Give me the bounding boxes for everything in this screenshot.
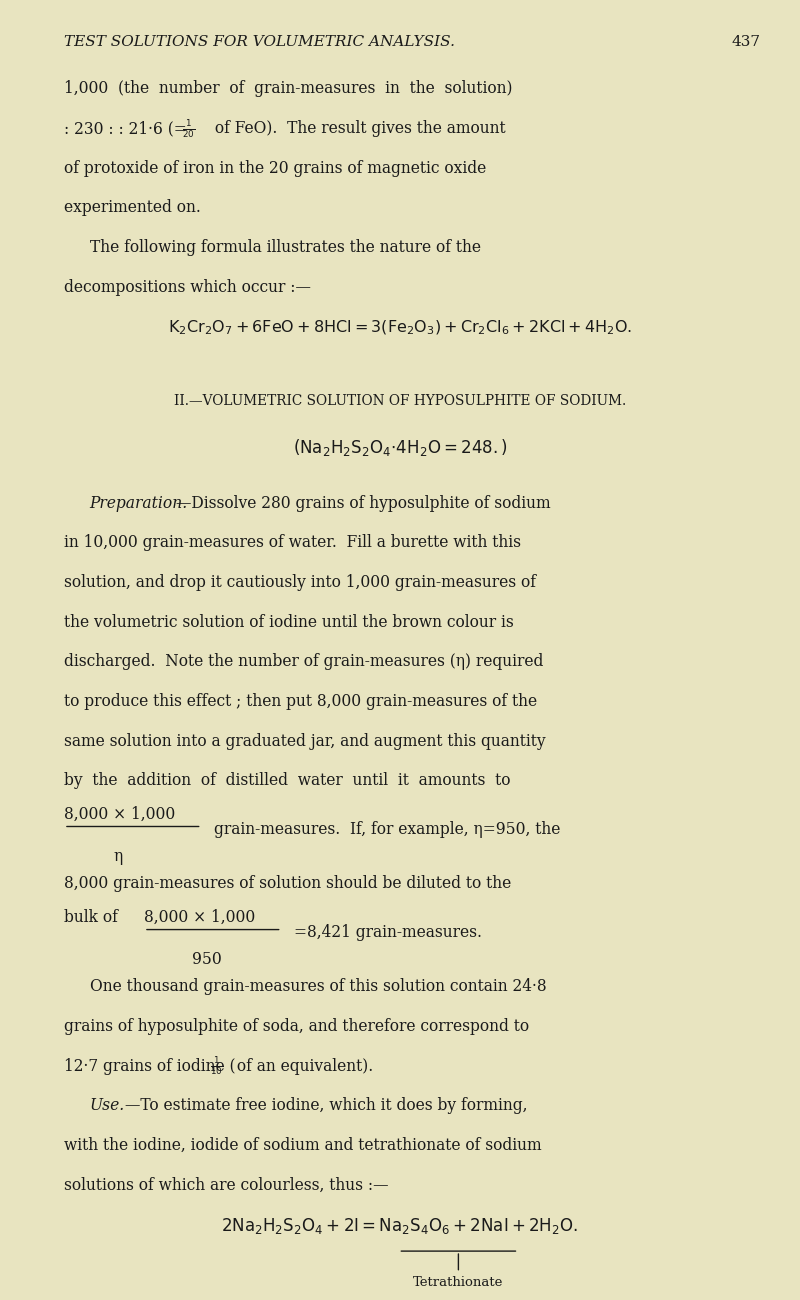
Text: experimented on.: experimented on. [64, 199, 201, 216]
Text: : 230 : : 21·6 (=: : 230 : : 21·6 (= [64, 120, 186, 136]
Text: bulk of: bulk of [64, 909, 118, 926]
Text: $\frac{1}{20}$: $\frac{1}{20}$ [182, 118, 195, 139]
Text: of an equivalent).: of an equivalent). [232, 1058, 374, 1075]
Text: II.—VOLUMETRIC SOLUTION OF HYPOSULPHITE OF SODIUM.: II.—VOLUMETRIC SOLUTION OF HYPOSULPHITE … [174, 394, 626, 408]
Text: the volumetric solution of iodine until the brown colour is: the volumetric solution of iodine until … [64, 614, 514, 630]
Text: Tetrathionate: Tetrathionate [414, 1275, 503, 1288]
Text: 950: 950 [192, 950, 222, 967]
Text: decompositions which occur :—: decompositions which occur :— [64, 278, 311, 295]
Text: 8,000 grain-measures of solution should be diluted to the: 8,000 grain-measures of solution should … [64, 875, 511, 892]
Text: $\frac{1}{10}$: $\frac{1}{10}$ [210, 1056, 222, 1078]
Text: —To estimate free iodine, which it does by forming,: —To estimate free iodine, which it does … [125, 1097, 527, 1114]
Text: in 10,000 grain-measures of water.  Fill a burette with this: in 10,000 grain-measures of water. Fill … [64, 534, 521, 551]
Text: 437: 437 [731, 35, 760, 49]
Text: $\mathrm{(Na_2H_2S_2O_4{\cdot}4H_2O{=}248.)}$: $\mathrm{(Na_2H_2S_2O_4{\cdot}4H_2O{=}24… [293, 437, 507, 458]
Text: by  the  addition  of  distilled  water  until  it  amounts  to: by the addition of distilled water until… [64, 772, 510, 789]
Text: One thousand grain-measures of this solution contain 24·8: One thousand grain-measures of this solu… [90, 979, 546, 996]
Text: $\mathrm{2Na_2H_2S_2O_4+2I{=}Na_2S_4O_6+2NaI+2H_2O.}$: $\mathrm{2Na_2H_2S_2O_4+2I{=}Na_2S_4O_6+… [222, 1217, 578, 1236]
Text: —Dissolve 280 grains of hyposulphite of sodium: —Dissolve 280 grains of hyposulphite of … [176, 495, 550, 512]
Text: 1,000  (the  number  of  grain-measures  in  the  solution): 1,000 (the number of grain-measures in t… [64, 81, 513, 98]
Text: of protoxide of iron in the 20 grains of magnetic oxide: of protoxide of iron in the 20 grains of… [64, 160, 486, 177]
Text: discharged.  Note the number of grain-measures (η) required: discharged. Note the number of grain-mea… [64, 653, 543, 671]
Text: $\mathrm{K_2Cr_2O_7+6FeO+8HCl=3(Fe_2O_3)+Cr_2Cl_6+2KCl+4H_2O.}$: $\mathrm{K_2Cr_2O_7+6FeO+8HCl=3(Fe_2O_3)… [168, 318, 632, 337]
Text: of FeO).  The result gives the amount: of FeO). The result gives the amount [210, 120, 506, 136]
Text: 8,000 × 1,000: 8,000 × 1,000 [144, 909, 255, 926]
Text: Use.: Use. [90, 1097, 125, 1114]
Text: Preparation.: Preparation. [90, 495, 188, 512]
Text: same solution into a graduated jar, and augment this quantity: same solution into a graduated jar, and … [64, 732, 546, 750]
Text: grain-measures.  If, for example, η=950, the: grain-measures. If, for example, η=950, … [214, 820, 560, 838]
Text: 12·7 grains of iodine (: 12·7 grains of iodine ( [64, 1058, 235, 1075]
Text: grains of hyposulphite of soda, and therefore correspond to: grains of hyposulphite of soda, and ther… [64, 1018, 529, 1035]
Text: The following formula illustrates the nature of the: The following formula illustrates the na… [90, 239, 481, 256]
Text: with the iodine, iodide of sodium and tetrathionate of sodium: with the iodine, iodide of sodium and te… [64, 1138, 542, 1154]
Text: =8,421 grain-measures.: =8,421 grain-measures. [294, 924, 482, 941]
Text: solutions of which are colourless, thus :—: solutions of which are colourless, thus … [64, 1176, 389, 1193]
Text: solution, and drop it cautiously into 1,000 grain-measures of: solution, and drop it cautiously into 1,… [64, 573, 536, 592]
Text: η: η [114, 848, 123, 864]
Text: TEST SOLUTIONS FOR VOLUMETRIC ANALYSIS.: TEST SOLUTIONS FOR VOLUMETRIC ANALYSIS. [64, 35, 455, 49]
Text: to produce this effect ; then put 8,000 grain-measures of the: to produce this effect ; then put 8,000 … [64, 693, 537, 710]
Text: 8,000 × 1,000: 8,000 × 1,000 [64, 806, 175, 823]
